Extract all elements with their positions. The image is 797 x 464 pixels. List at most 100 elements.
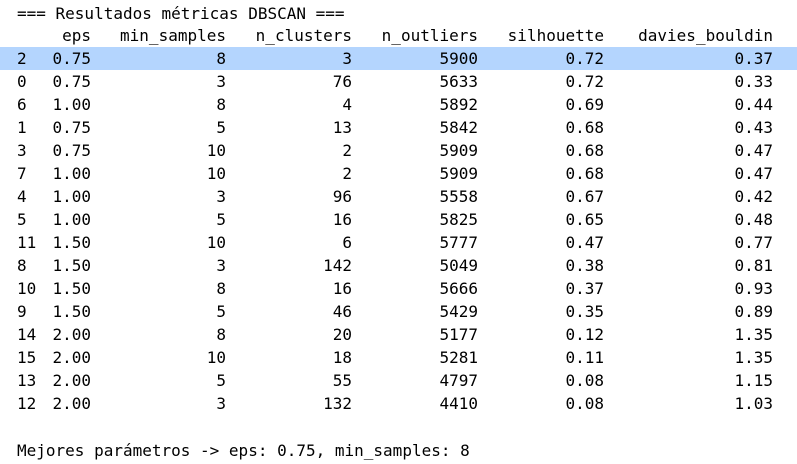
cell-min-samples: 3 bbox=[216, 256, 226, 275]
table-row[interactable]: 5 1.00 5 16 5825 0.65 0.48 bbox=[0, 208, 797, 231]
table-row[interactable]: 1 0.75 5 13 5842 0.68 0.43 bbox=[0, 116, 797, 139]
cell-davies-bouldin: 0.89 bbox=[734, 302, 773, 321]
cell-n-outliers: 5825 bbox=[439, 210, 478, 229]
row-index: 11 bbox=[17, 233, 37, 252]
cell-davies-bouldin: 0.47 bbox=[734, 164, 773, 183]
cell-eps: 0.75 bbox=[52, 49, 91, 68]
table-header: eps min_samples n_clusters n_outliers si… bbox=[0, 24, 797, 47]
table-row[interactable]: 14 2.00 8 20 5177 0.12 1.35 bbox=[0, 323, 797, 346]
cell-silhouette: 0.68 bbox=[565, 141, 604, 160]
table-row[interactable]: 0 0.75 3 76 5633 0.72 0.33 bbox=[0, 70, 797, 93]
cell-eps: 1.00 bbox=[52, 210, 91, 229]
cell-davies-bouldin: 0.42 bbox=[734, 187, 773, 206]
cell-silhouette: 0.35 bbox=[565, 302, 604, 321]
cell-min-samples: 10 bbox=[206, 141, 226, 160]
table-row[interactable]: 10 1.50 8 16 5666 0.37 0.93 bbox=[0, 277, 797, 300]
table-row[interactable]: 2 0.75 8 3 5900 0.72 0.37 bbox=[0, 47, 797, 70]
table-row[interactable]: 15 2.00 10 18 5281 0.11 1.35 bbox=[0, 346, 797, 369]
cell-n-clusters: 6 bbox=[342, 233, 352, 252]
cell-silhouette: 0.12 bbox=[565, 325, 604, 344]
cell-n-outliers: 4410 bbox=[439, 394, 478, 413]
table-body: 2 0.75 8 3 5900 0.72 0.37 0 0.75 3 76 5633 0.72 0.33 6… bbox=[0, 47, 797, 415]
row-index: 8 bbox=[17, 256, 27, 275]
cell-davies-bouldin: 1.15 bbox=[734, 371, 773, 390]
blank-line bbox=[0, 415, 797, 438]
header-n-clusters: n_clusters bbox=[255, 26, 352, 45]
table-row[interactable]: 7 1.00 10 2 5909 0.68 0.47 bbox=[0, 162, 797, 185]
cell-n-clusters: 2 bbox=[342, 141, 352, 160]
cell-n-clusters: 142 bbox=[323, 256, 352, 275]
table-row[interactable]: 3 0.75 10 2 5909 0.68 0.47 bbox=[0, 139, 797, 162]
cell-eps: 2.00 bbox=[52, 348, 91, 367]
cell-davies-bouldin: 0.43 bbox=[734, 118, 773, 137]
cell-davies-bouldin: 0.48 bbox=[734, 210, 773, 229]
cell-n-outliers: 5892 bbox=[439, 95, 478, 114]
table-row[interactable]: 6 1.00 8 4 5892 0.69 0.44 bbox=[0, 93, 797, 116]
cell-min-samples: 10 bbox=[206, 348, 226, 367]
cell-n-clusters: 46 bbox=[332, 302, 352, 321]
cell-eps: 0.75 bbox=[52, 141, 91, 160]
cell-eps: 2.00 bbox=[52, 325, 91, 344]
cell-min-samples: 5 bbox=[216, 371, 226, 390]
cell-min-samples: 5 bbox=[216, 302, 226, 321]
cell-n-clusters: 96 bbox=[332, 187, 352, 206]
row-index: 3 bbox=[17, 141, 27, 160]
cell-davies-bouldin: 1.03 bbox=[734, 394, 773, 413]
cell-eps: 2.00 bbox=[52, 371, 91, 390]
row-index: 4 bbox=[17, 187, 27, 206]
cell-n-outliers: 5049 bbox=[439, 256, 478, 275]
header-davies-bouldin: davies_bouldin bbox=[638, 26, 773, 45]
cell-n-clusters: 16 bbox=[332, 210, 352, 229]
cell-n-outliers: 5633 bbox=[439, 72, 478, 91]
cell-min-samples: 5 bbox=[216, 210, 226, 229]
cell-davies-bouldin: 0.77 bbox=[734, 233, 773, 252]
cell-eps: 1.50 bbox=[52, 279, 91, 298]
cell-silhouette: 0.72 bbox=[565, 72, 604, 91]
row-index: 1 bbox=[17, 118, 27, 137]
cell-n-clusters: 18 bbox=[332, 348, 352, 367]
row-index: 7 bbox=[17, 164, 27, 183]
header-min-samples: min_samples bbox=[120, 26, 226, 45]
cell-eps: 1.50 bbox=[52, 233, 91, 252]
row-index: 6 bbox=[17, 95, 27, 114]
cell-min-samples: 8 bbox=[216, 95, 226, 114]
cell-silhouette: 0.47 bbox=[565, 233, 604, 252]
cell-silhouette: 0.69 bbox=[565, 95, 604, 114]
cell-silhouette: 0.68 bbox=[565, 164, 604, 183]
row-index: 9 bbox=[17, 302, 27, 321]
table-row[interactable]: 12 2.00 3 132 4410 0.08 1.03 bbox=[0, 392, 797, 415]
cell-silhouette: 0.68 bbox=[565, 118, 604, 137]
cell-n-outliers: 5666 bbox=[439, 279, 478, 298]
results-title: === Resultados métricas DBSCAN === bbox=[17, 4, 345, 23]
cell-silhouette: 0.08 bbox=[565, 394, 604, 413]
table-row[interactable]: 9 1.50 5 46 5429 0.35 0.89 bbox=[0, 300, 797, 323]
cell-n-clusters: 20 bbox=[332, 325, 352, 344]
cell-davies-bouldin: 0.37 bbox=[734, 49, 773, 68]
cell-silhouette: 0.65 bbox=[565, 210, 604, 229]
cell-n-clusters: 3 bbox=[342, 49, 352, 68]
cell-n-clusters: 76 bbox=[332, 72, 352, 91]
table-row[interactable]: 8 1.50 3 142 5049 0.38 0.81 bbox=[0, 254, 797, 277]
cell-n-outliers: 5900 bbox=[439, 49, 478, 68]
cell-n-outliers: 5558 bbox=[439, 187, 478, 206]
table-row[interactable]: 11 1.50 10 6 5777 0.47 0.77 bbox=[0, 231, 797, 254]
row-index: 10 bbox=[17, 279, 37, 298]
row-index: 5 bbox=[17, 210, 27, 229]
cell-silhouette: 0.67 bbox=[565, 187, 604, 206]
cell-davies-bouldin: 0.93 bbox=[734, 279, 773, 298]
table-row[interactable]: 13 2.00 5 55 4797 0.08 1.15 bbox=[0, 369, 797, 392]
cell-davies-bouldin: 0.81 bbox=[734, 256, 773, 275]
row-index: 14 bbox=[17, 325, 37, 344]
cell-silhouette: 0.72 bbox=[565, 49, 604, 68]
cell-silhouette: 0.11 bbox=[565, 348, 604, 367]
cell-eps: 1.50 bbox=[52, 256, 91, 275]
cell-n-clusters: 55 bbox=[332, 371, 352, 390]
cell-min-samples: 3 bbox=[216, 394, 226, 413]
cell-n-clusters: 13 bbox=[332, 118, 352, 137]
table-row[interactable]: 4 1.00 3 96 5558 0.67 0.42 bbox=[0, 185, 797, 208]
cell-n-clusters: 16 bbox=[332, 279, 352, 298]
cell-min-samples: 3 bbox=[216, 72, 226, 91]
cell-n-outliers: 5909 bbox=[439, 141, 478, 160]
cell-eps: 1.00 bbox=[52, 95, 91, 114]
